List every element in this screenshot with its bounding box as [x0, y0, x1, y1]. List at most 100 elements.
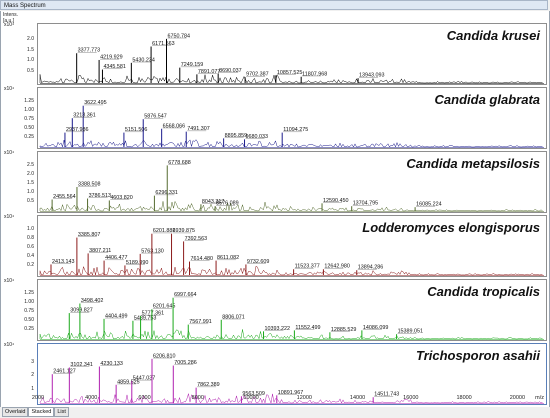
- spectrum-baseline: [39, 393, 543, 404]
- y-tick-label: 1.25: [24, 290, 34, 296]
- peak-mz-label: 4230.133: [100, 361, 122, 367]
- peak-mz-label: 11807.968: [302, 71, 327, 77]
- peak-mz-label: 13704.795: [353, 201, 378, 207]
- tab-list[interactable]: List: [54, 407, 69, 417]
- spectra-viewer[interactable]: Intens. [a.u.] x10⁴ 2.0 1.5 1.0 0.5 Candida k…: [0, 11, 550, 407]
- x-axis-label: m/z: [535, 395, 544, 401]
- peak-mz-label: 14511.743: [374, 392, 399, 398]
- peak-mz-label: 5777.361: [142, 310, 164, 316]
- peak-mz-label: 11523.377: [295, 264, 320, 270]
- y-tick-label: 0.25: [24, 326, 34, 332]
- peak-mz-label: 13894.286: [358, 265, 383, 271]
- tab-stacked[interactable]: Stacked: [28, 407, 55, 417]
- peak-mz-label: 8895.859: [225, 133, 247, 139]
- x-tick-label: 12000: [296, 395, 312, 401]
- peak-mz-label: 2461.127: [53, 369, 75, 375]
- y-scale-label: x10⁴: [4, 150, 15, 156]
- peak-mz-label: 9732.609: [247, 259, 269, 265]
- spectrum-baseline: [39, 200, 543, 212]
- x-tick-label: 18000: [456, 395, 472, 401]
- peak-mz-label: 7567.991: [189, 319, 211, 325]
- peak-mz-label: 5151.506: [125, 127, 147, 133]
- x-tick-label: 4000: [85, 395, 98, 401]
- y-tick-label: 0.75: [24, 116, 34, 122]
- y-tick-label: 0.25: [24, 134, 34, 140]
- peak-mz-label: 4345.581: [103, 64, 125, 70]
- peak-mz-label: 9702.387: [246, 72, 268, 78]
- spectrum-baseline: [39, 74, 543, 84]
- peak-mz-label: 6296.331: [155, 190, 177, 196]
- peak-mz-label: 7891.077: [198, 69, 220, 75]
- peak-mz-label: 9680.033: [246, 134, 268, 140]
- y-tick-label: 2.5: [27, 162, 34, 168]
- peak-mz-label: 7614.480: [191, 256, 213, 262]
- peak-mz-label: 3102.341: [70, 362, 92, 368]
- y-tick-label: 1.0: [27, 226, 34, 232]
- y-tick-label: 0.50: [24, 317, 34, 323]
- y-tick-label: 0.50: [24, 125, 34, 131]
- y-tick-label: 0.2: [27, 262, 34, 268]
- y-tick-label: 1.25: [24, 98, 34, 104]
- window-title-bar: Mass Spectrum: [0, 0, 548, 10]
- peak-mz-label: 5876.547: [144, 114, 166, 120]
- y-tick-label: 1.0: [27, 189, 34, 195]
- spectrum-panel[interactable]: x10⁴ 2.0 1.5 1.0 0.5 Candida krusei 3377.773 42…: [4, 23, 547, 85]
- peak-mz-label: 14086.099: [363, 325, 388, 331]
- peak-mz-label: 3377.773: [78, 48, 100, 54]
- spectrum-species-title: Trichosporon asahii: [415, 348, 540, 363]
- peak-mz-label: 8576.089: [216, 201, 238, 207]
- spectrum-panel[interactable]: x10⁴ 1.25 1.00 0.75 0.50 0.25 Candida tropical…: [4, 279, 547, 341]
- peak-mz-label: 7249.159: [181, 62, 203, 68]
- spectrum-plot: 3099.827 3498.402 4404.499 5489.7535777.361…: [39, 292, 544, 340]
- y-tick-label: 2.0: [27, 171, 34, 177]
- peak-mz-label: 11094.275: [283, 127, 308, 133]
- spectrum-species-title: Candida metapsilosis: [406, 156, 540, 171]
- peak-mz-label: 5189.990: [126, 260, 148, 266]
- x-tick-label: 14000: [349, 395, 366, 401]
- y-tick-label: 0.75: [24, 308, 34, 314]
- y-scale-label: x10⁴: [4, 342, 15, 348]
- tab-overlaid[interactable]: Overlaid: [2, 407, 29, 417]
- spectrum-panel[interactable]: x10⁴ 2.5 2.0 1.5 1.0 0.5 Candida metapsilosis 6…: [4, 151, 547, 213]
- peak-mz-label: 5763.130: [141, 248, 163, 254]
- peak-mz-label: 6171.563: [152, 41, 174, 47]
- peak-mz-label: 16085.224: [416, 202, 441, 208]
- spectrum-baseline: [39, 265, 543, 276]
- peak-mz-label: 7392.563: [185, 236, 207, 242]
- spectrum-baseline: [39, 139, 543, 148]
- spectrum-species-title: Candida glabrata: [434, 92, 540, 107]
- peak-mz-label: 8806.071: [222, 314, 244, 320]
- y-tick-label: 1.00: [24, 299, 34, 305]
- spectrum-species-title: Candida krusei: [446, 28, 540, 43]
- peak-mz-label: 10393.222: [265, 326, 290, 332]
- y-tick-label: 1.00: [24, 107, 34, 113]
- y-scale-label: x10⁴: [4, 278, 15, 284]
- peak-mz-label: 12590.450: [323, 198, 348, 204]
- peak-mz-label: 9563.509: [242, 391, 264, 397]
- spectrum-panel[interactable]: x10⁴ 3 2 1 Trichosporon asahii 2461.127 3102.3…: [4, 343, 547, 405]
- y-axis-label: Intens.: [3, 12, 19, 18]
- spectrum-species-title: Lodderomyces elongisporus: [362, 220, 540, 235]
- peak-mz-label: 7491.307: [187, 126, 209, 132]
- y-tick-label: 0.8: [27, 235, 34, 241]
- spectrum-species-title: Candida tropicalis: [427, 284, 540, 299]
- peak-mz-label: 3388.508: [78, 182, 100, 188]
- y-tick-label: 1.5: [27, 180, 34, 186]
- y-tick-label: 1: [31, 385, 34, 392]
- peak-mz-label: 12885.529: [331, 327, 356, 333]
- y-tick-label: 3: [31, 358, 34, 365]
- peak-mz-label: 3622.495: [84, 100, 106, 106]
- peak-mz-label: 3213.361: [73, 113, 95, 119]
- y-tick-label: 2: [31, 372, 34, 378]
- spectrum-panel[interactable]: x10⁴ 1.25 1.00 0.75 0.50 0.25 Candida glabrata…: [4, 87, 547, 149]
- spectrum-panel[interactable]: x10⁴ 1.0 0.8 0.6 0.4 0.2 Lodderomyces elongisp…: [4, 215, 547, 277]
- peak-mz-label: 15389.051: [398, 329, 423, 335]
- spectrum-plot: 3622.495 3213.361 2937.986 5151.506 5876.547…: [39, 100, 544, 148]
- peak-mz-label: 11552.499: [295, 325, 320, 331]
- peak-mz-label: 8690.037: [219, 68, 241, 74]
- peak-mz-label: 3498.402: [81, 298, 103, 304]
- y-scale-label: x10⁴: [4, 214, 15, 220]
